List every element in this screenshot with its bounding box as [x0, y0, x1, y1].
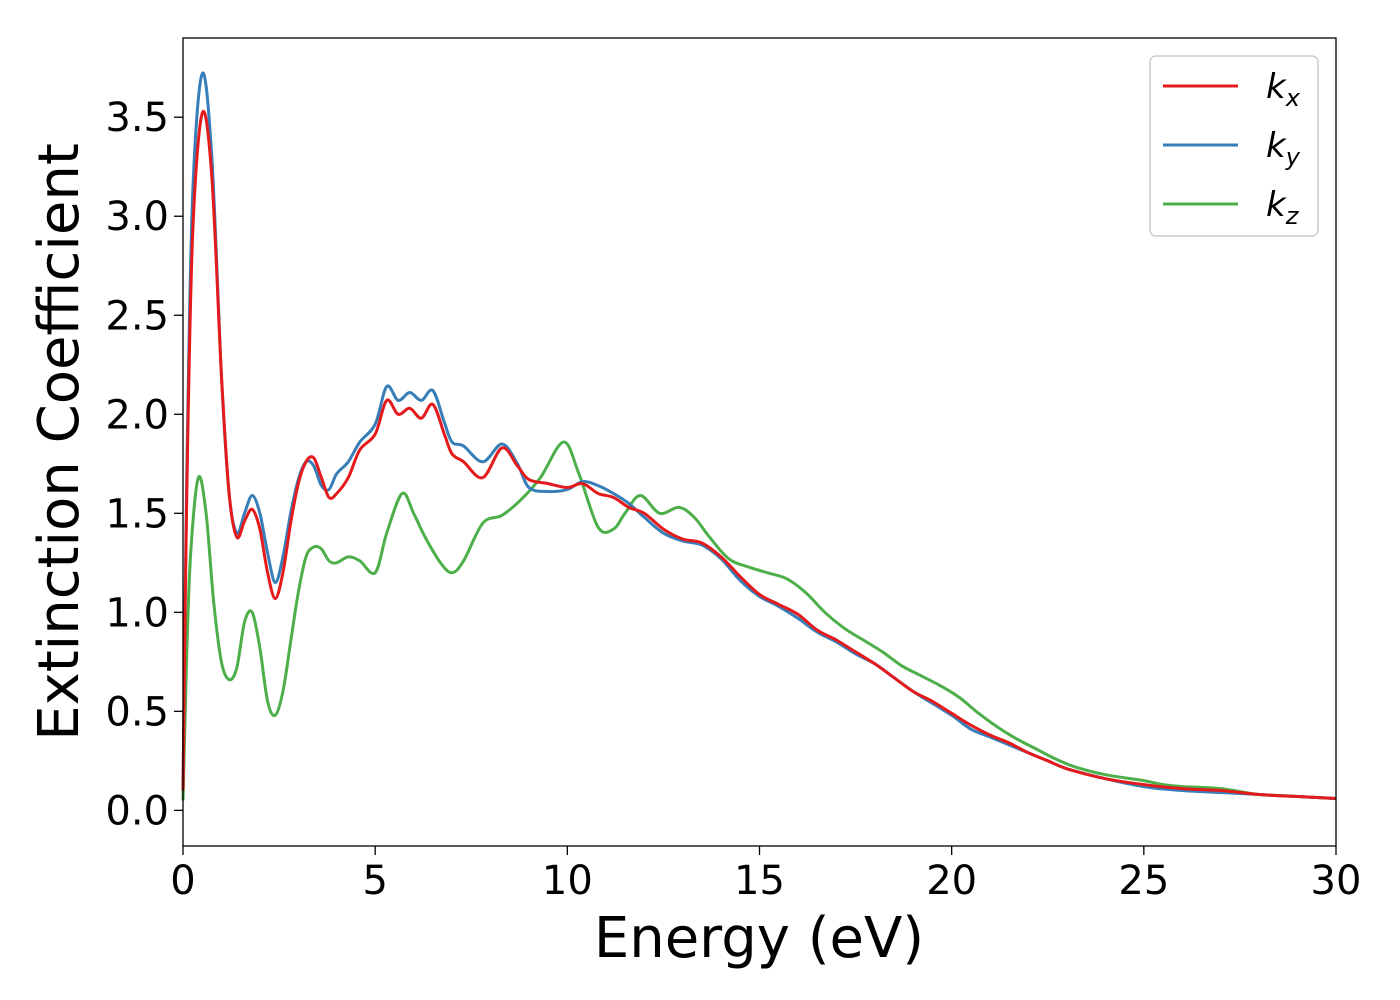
legend-label-kx: kx: [1266, 67, 1301, 112]
x-tick-label: 5: [362, 858, 387, 904]
y-tick-label: 1.0: [105, 590, 169, 636]
x-tick-label: 0: [170, 858, 195, 904]
x-tick-label: 25: [1118, 858, 1169, 904]
series-line-kx: [181, 109, 1337, 800]
x-tick-label: 30: [1311, 858, 1362, 904]
y-tick-label: 3.0: [105, 194, 169, 240]
y-tick-label: 2.5: [105, 293, 169, 339]
x-tick-label: 10: [542, 858, 593, 904]
y-tick-label: 0.0: [105, 788, 169, 834]
x-tick-label: 15: [734, 858, 785, 904]
ticks-layer: 0 5 10 15 20 25 30 0.0 0.5 1.0 1.5 2.0 2.5 3.0 3.5: [105, 95, 1361, 904]
y-tick-label: 1.5: [105, 491, 169, 537]
series-line-kz: [181, 440, 1337, 801]
series-layer: [181, 71, 1337, 801]
y-tick-label: 3.5: [105, 95, 169, 141]
legend-label-kz: kz: [1266, 185, 1300, 230]
y-tick-label: 2.0: [105, 392, 169, 438]
x-tick-label: 20: [926, 858, 977, 904]
y-tick-label: 0.5: [105, 689, 169, 735]
legend-label-ky: ky: [1266, 126, 1301, 171]
legend: kx ky kz: [1149, 55, 1319, 237]
y-axis-title: Extinction Coefficient: [27, 143, 92, 741]
x-axis-title: Energy (eV): [594, 906, 924, 971]
